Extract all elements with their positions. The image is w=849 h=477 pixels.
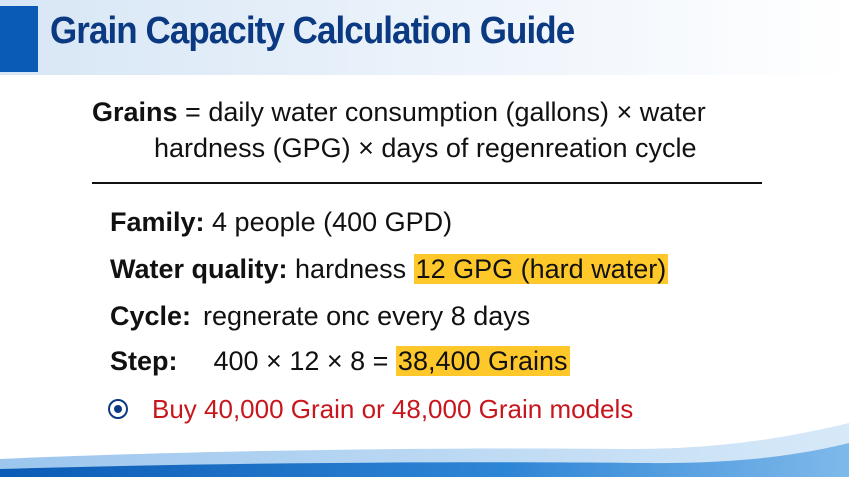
page-title: Grain Capacity Calculation Guide [50,10,575,52]
grain-formula: Grains = daily water consumption (gallon… [92,94,792,166]
step-value: 400 × 12 × 8 = [213,346,396,376]
family-label: Family: [110,207,205,237]
bottom-wave-decoration [0,423,849,477]
step-label: Step: [110,346,178,376]
cycle-label: Cycle: [110,301,192,331]
header-accent-bar [0,6,38,72]
water-quality-label: Water quality: [110,254,288,284]
cycle-value: regnerate onc every 8 days [203,301,531,331]
header-band [0,0,849,75]
formula-term: Grains [92,97,178,127]
water-quality-value: hardness [287,254,414,284]
hardness-highlight: 12 GPG (hard water) [413,254,669,284]
formula-line-2: hardness (GPG) × days of regenreation cy… [154,133,697,163]
cycle-row: Cycle: regnerate onc every 8 days [110,299,530,333]
family-row: Family: 4 people (400 GPD) [110,205,452,239]
family-value: 4 people (400 GPD) [204,207,453,237]
grains-result-highlight: 38,400 Grains [395,346,570,376]
recommendation-text: Buy 40,000 Grain or 48,000 Grain models [152,394,634,424]
formula-line-1: = daily water consumption (gallons) × wa… [177,97,706,127]
divider [92,182,762,184]
target-bullet-icon [108,399,128,420]
step-row: Step: 400 × 12 × 8 = 38,400 Grains [110,344,570,378]
water-quality-row: Water quality: hardness 12 GPG (hard wat… [110,252,669,286]
recommendation-row: Buy 40,000 Grain or 48,000 Grain models [108,392,633,426]
